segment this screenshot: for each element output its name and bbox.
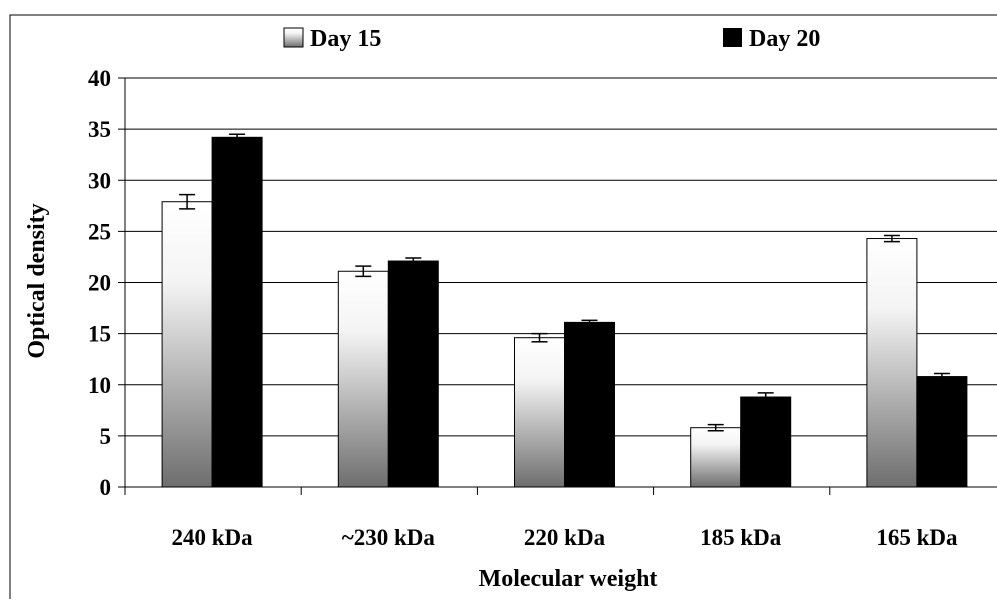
bar-day20-2 bbox=[564, 321, 615, 488]
tick-labels: 0 5 10 15 20 25 30 35 40 240 kDa ~230 kDa 220 kDa 18… bbox=[88, 66, 958, 550]
legend-swatch-day15 bbox=[283, 27, 304, 48]
y-tick-label: 0 bbox=[100, 475, 112, 500]
x-axis-title: Molecular weight bbox=[479, 566, 658, 592]
bar-day20-1 bbox=[387, 260, 439, 488]
legend-label-day15: Day 15 bbox=[310, 26, 381, 52]
y-tick-label: 35 bbox=[88, 117, 111, 142]
bar-day20-0 bbox=[211, 136, 263, 488]
bar-day15-2 bbox=[514, 337, 565, 488]
bar-day20-3 bbox=[740, 396, 792, 488]
x-tick-label: 240 kDa bbox=[172, 525, 254, 550]
y-tick-label: 20 bbox=[88, 271, 111, 296]
legend-swatch-day20 bbox=[723, 28, 742, 47]
y-tick-label: 40 bbox=[88, 66, 111, 91]
bar-day15-0 bbox=[161, 201, 213, 488]
y-tick-label: 30 bbox=[88, 168, 111, 193]
bar-day20-4 bbox=[916, 376, 968, 488]
chart-frame bbox=[9, 14, 997, 604]
x-tick-label: 165 kDa bbox=[876, 525, 958, 550]
y-tick-label: 15 bbox=[88, 322, 111, 347]
bar-day15-3 bbox=[690, 427, 742, 488]
legend: Day 15 Day 20 bbox=[283, 26, 820, 52]
axes bbox=[118, 77, 997, 495]
x-tick-label: ~230 kDa bbox=[342, 525, 436, 550]
legend-label-day20: Day 20 bbox=[749, 26, 820, 52]
bars bbox=[161, 133, 968, 488]
x-tick-label: 185 kDa bbox=[700, 525, 782, 550]
y-tick-label: 25 bbox=[88, 219, 111, 244]
y-axis-title: Optical density bbox=[24, 203, 50, 358]
y-tick-label: 5 bbox=[100, 424, 112, 449]
bar-day15-4 bbox=[866, 238, 918, 488]
bar-day15-1 bbox=[337, 270, 389, 488]
y-tick-label: 10 bbox=[88, 373, 111, 398]
x-tick-label: 220 kDa bbox=[524, 525, 606, 550]
